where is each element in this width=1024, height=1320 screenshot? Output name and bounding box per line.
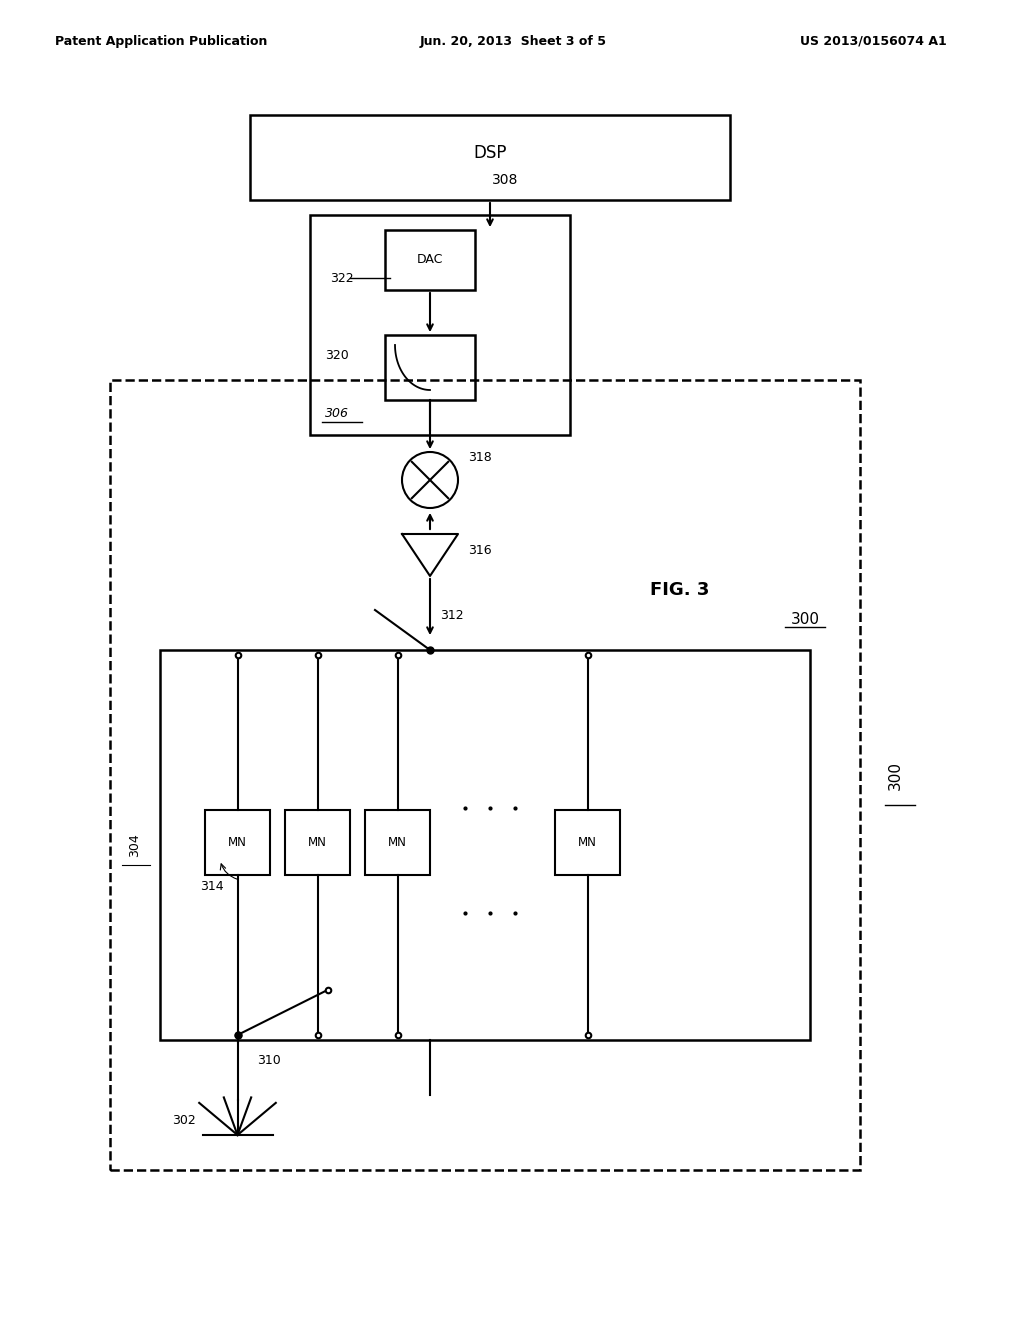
Text: MN: MN <box>228 836 247 849</box>
Text: 302: 302 <box>172 1114 197 1126</box>
Text: MN: MN <box>308 836 327 849</box>
Text: DSP: DSP <box>473 144 507 161</box>
Text: 316: 316 <box>468 544 492 557</box>
FancyBboxPatch shape <box>385 230 475 290</box>
FancyBboxPatch shape <box>160 649 810 1040</box>
FancyBboxPatch shape <box>310 215 570 436</box>
Text: 300: 300 <box>888 760 902 789</box>
Text: 310: 310 <box>257 1053 282 1067</box>
Text: DAC: DAC <box>417 253 443 267</box>
Text: US 2013/0156074 A1: US 2013/0156074 A1 <box>800 36 947 48</box>
Text: 306: 306 <box>325 407 349 420</box>
FancyBboxPatch shape <box>555 810 620 875</box>
Text: 318: 318 <box>468 451 492 465</box>
FancyBboxPatch shape <box>385 335 475 400</box>
FancyBboxPatch shape <box>365 810 430 875</box>
Text: 320: 320 <box>325 348 349 362</box>
Text: Patent Application Publication: Patent Application Publication <box>55 36 267 48</box>
Text: 304: 304 <box>128 833 141 857</box>
Text: 308: 308 <box>492 173 518 186</box>
Text: MN: MN <box>388 836 407 849</box>
Text: MN: MN <box>579 836 597 849</box>
FancyBboxPatch shape <box>205 810 270 875</box>
Text: 300: 300 <box>791 612 819 627</box>
Text: FIG. 3: FIG. 3 <box>650 581 710 599</box>
FancyBboxPatch shape <box>285 810 350 875</box>
Text: 314: 314 <box>200 880 223 894</box>
Text: 312: 312 <box>440 609 464 622</box>
FancyBboxPatch shape <box>250 115 730 201</box>
Text: Jun. 20, 2013  Sheet 3 of 5: Jun. 20, 2013 Sheet 3 of 5 <box>420 36 607 48</box>
Text: 322: 322 <box>330 272 353 285</box>
